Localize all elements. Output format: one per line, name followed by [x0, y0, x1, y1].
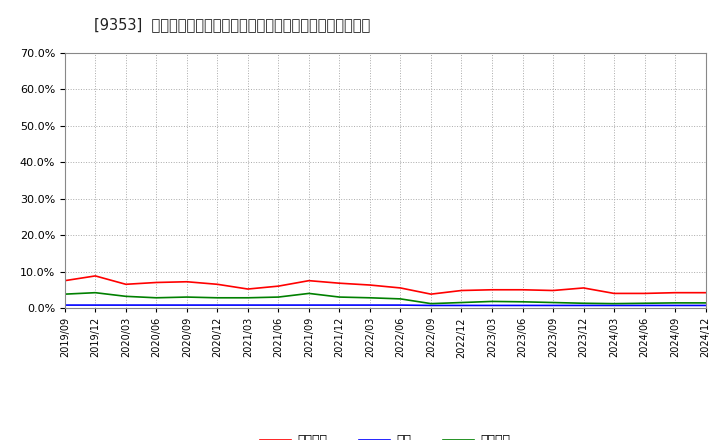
在庫 — [335, 302, 343, 308]
在庫 — [91, 302, 99, 308]
在庫 — [243, 302, 252, 308]
買入債務 — [213, 295, 222, 301]
買入債務 — [549, 300, 557, 305]
売上債権 — [640, 291, 649, 296]
売上債権 — [549, 288, 557, 293]
売上債権 — [518, 287, 527, 293]
買入債務 — [671, 300, 680, 305]
売上債権 — [366, 282, 374, 288]
在庫 — [152, 302, 161, 308]
売上債権 — [122, 282, 130, 287]
買入債務 — [183, 294, 192, 300]
在庫 — [457, 303, 466, 308]
売上債権 — [60, 278, 69, 283]
在庫 — [487, 303, 496, 308]
買入債務 — [335, 294, 343, 300]
売上債権 — [671, 290, 680, 295]
売上債権 — [305, 278, 313, 283]
売上債権 — [243, 286, 252, 292]
在庫 — [518, 303, 527, 308]
買入債務 — [305, 291, 313, 296]
売上債権 — [579, 285, 588, 290]
買入債務 — [701, 300, 710, 305]
在庫 — [427, 303, 436, 308]
在庫 — [213, 302, 222, 308]
買入債務 — [579, 301, 588, 306]
在庫 — [396, 302, 405, 308]
売上債権 — [274, 283, 283, 289]
買入債務 — [640, 301, 649, 306]
買入債務 — [274, 294, 283, 300]
買入債務 — [457, 300, 466, 305]
買入債務 — [366, 295, 374, 301]
買入債務 — [610, 301, 618, 306]
買入債務 — [518, 299, 527, 304]
在庫 — [274, 302, 283, 308]
買入債務 — [427, 301, 436, 306]
売上債権 — [457, 288, 466, 293]
売上債権 — [396, 285, 405, 290]
買入債務 — [91, 290, 99, 295]
買入債務 — [152, 295, 161, 301]
売上債権 — [487, 287, 496, 293]
Line: 買入債務: 買入債務 — [65, 293, 706, 304]
売上債権 — [335, 281, 343, 286]
買入債務 — [243, 295, 252, 301]
売上債権 — [427, 292, 436, 297]
買入債務 — [396, 296, 405, 301]
在庫 — [610, 303, 618, 308]
Legend: 売上債権, 在庫, 買入債務: 売上債権, 在庫, 買入債務 — [255, 429, 516, 440]
在庫 — [305, 302, 313, 308]
在庫 — [549, 303, 557, 308]
在庫 — [640, 303, 649, 308]
買入債務 — [122, 293, 130, 299]
在庫 — [579, 303, 588, 308]
在庫 — [701, 303, 710, 308]
在庫 — [671, 303, 680, 308]
Text: [9353]  売上債権、在庫、買入債務の総資産に対する比率の推移: [9353] 売上債権、在庫、買入債務の総資産に対する比率の推移 — [94, 18, 370, 33]
買入債務 — [60, 292, 69, 297]
在庫 — [366, 302, 374, 308]
売上債権 — [91, 273, 99, 279]
売上債権 — [213, 282, 222, 287]
在庫 — [122, 302, 130, 308]
売上債権 — [152, 280, 161, 285]
売上債権 — [610, 291, 618, 296]
買入債務 — [487, 299, 496, 304]
売上債権 — [701, 290, 710, 295]
売上債権 — [183, 279, 192, 284]
在庫 — [60, 302, 69, 308]
Line: 売上債権: 売上債権 — [65, 276, 706, 294]
在庫 — [183, 302, 192, 308]
